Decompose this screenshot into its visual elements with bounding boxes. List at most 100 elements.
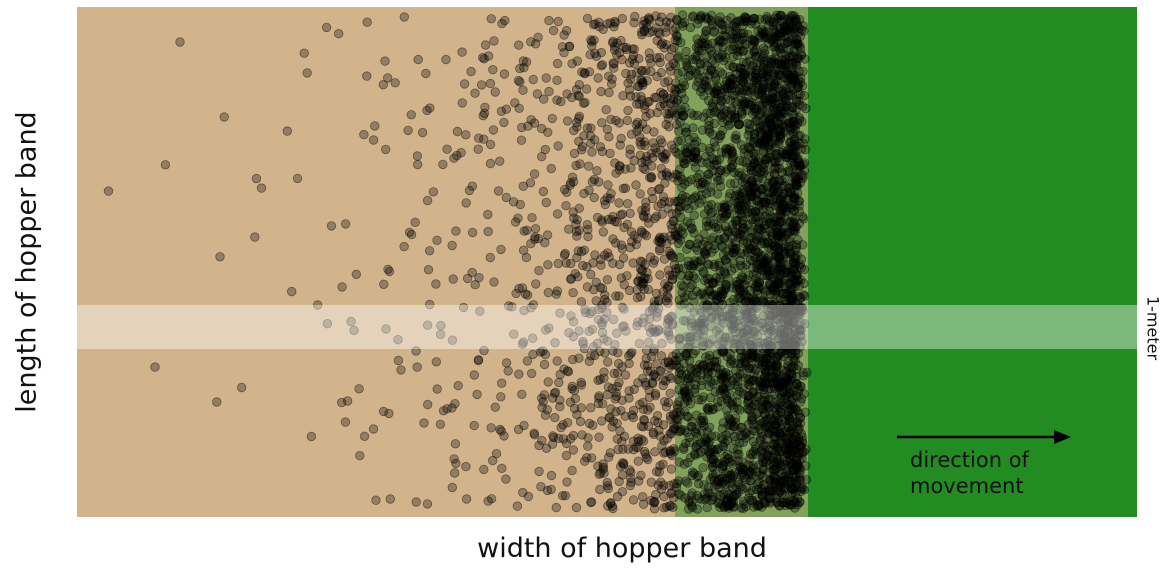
hopper-point bbox=[571, 502, 582, 513]
hopper-point bbox=[342, 396, 353, 406]
hopper-point bbox=[691, 55, 701, 65]
hopper-point bbox=[798, 21, 808, 31]
hopper-point bbox=[603, 357, 613, 367]
hopper-point bbox=[543, 287, 554, 298]
hopper-point bbox=[595, 484, 605, 495]
hopper-point bbox=[759, 382, 769, 392]
hopper-point bbox=[794, 448, 804, 459]
hopper-point bbox=[783, 320, 793, 331]
hopper-point bbox=[646, 173, 657, 183]
hopper-point bbox=[768, 372, 779, 382]
hopper-point bbox=[769, 37, 779, 48]
hopper-point bbox=[709, 107, 720, 118]
hopper-point bbox=[765, 211, 776, 222]
hopper-point bbox=[779, 265, 789, 275]
hopper-point bbox=[616, 210, 626, 220]
hopper-point bbox=[773, 186, 783, 197]
hopper-point bbox=[712, 477, 722, 487]
hopper-point bbox=[681, 192, 691, 202]
hopper-point bbox=[746, 475, 756, 486]
hopper-point bbox=[669, 89, 680, 100]
hopper-point bbox=[461, 130, 471, 140]
hopper-point bbox=[725, 359, 736, 369]
hopper-point bbox=[754, 224, 764, 234]
hopper-point bbox=[788, 128, 799, 139]
hopper-point bbox=[740, 358, 751, 368]
hopper-point bbox=[717, 110, 727, 121]
hopper-point bbox=[609, 59, 619, 69]
hopper-point bbox=[602, 477, 612, 488]
hopper-point bbox=[496, 106, 507, 117]
hopper-point bbox=[712, 349, 722, 360]
hopper-point bbox=[592, 212, 603, 223]
hopper-point bbox=[631, 239, 642, 250]
hopper-point bbox=[673, 51, 683, 61]
hopper-point bbox=[451, 458, 461, 469]
hopper-point bbox=[745, 144, 756, 155]
hopper-point bbox=[702, 81, 712, 91]
hopper-point bbox=[707, 367, 717, 378]
hopper-point bbox=[757, 431, 768, 442]
hopper-point bbox=[681, 332, 691, 342]
hopper-point bbox=[771, 149, 781, 159]
hopper-point bbox=[603, 501, 613, 511]
hopper-point bbox=[775, 328, 786, 338]
hopper-point bbox=[485, 252, 496, 263]
hopper-point bbox=[743, 219, 753, 230]
hopper-point bbox=[775, 318, 785, 328]
hopper-point bbox=[744, 56, 755, 66]
hopper-point bbox=[764, 95, 774, 106]
hopper-point bbox=[697, 360, 708, 371]
hopper-point bbox=[759, 220, 770, 231]
hopper-point bbox=[569, 148, 580, 159]
hopper-point bbox=[746, 85, 757, 95]
hopper-point bbox=[732, 449, 742, 459]
hopper-point bbox=[746, 190, 756, 201]
hopper-point bbox=[778, 335, 789, 345]
hopper-point bbox=[761, 97, 772, 107]
hopper-point bbox=[615, 426, 625, 436]
hopper-point bbox=[761, 118, 771, 128]
hopper-point bbox=[543, 377, 553, 387]
hopper-point bbox=[658, 153, 669, 163]
y-axis-label: length of hopper band bbox=[11, 111, 43, 413]
hopper-point bbox=[644, 96, 654, 107]
hopper-point bbox=[596, 61, 607, 71]
hopper-point bbox=[706, 208, 716, 219]
hopper-point bbox=[571, 160, 581, 171]
hopper-point bbox=[795, 412, 806, 423]
hopper-point bbox=[486, 14, 497, 24]
hopper-point bbox=[774, 139, 784, 149]
hopper-point bbox=[727, 163, 737, 173]
hopper-point bbox=[759, 357, 770, 368]
hopper-point bbox=[685, 22, 696, 33]
hopper-point bbox=[781, 497, 792, 507]
hopper-point bbox=[759, 496, 769, 507]
hopper-point bbox=[687, 502, 698, 513]
hopper-point bbox=[792, 380, 802, 390]
hopper-point bbox=[653, 201, 663, 212]
hopper-point bbox=[674, 83, 685, 94]
hopper-point bbox=[597, 399, 608, 409]
hopper-point bbox=[748, 255, 758, 266]
hopper-point bbox=[747, 154, 758, 165]
hopper-point bbox=[734, 449, 744, 459]
hopper-point bbox=[768, 21, 778, 31]
hopper-point bbox=[656, 198, 667, 209]
hopper-point bbox=[566, 258, 576, 269]
hopper-point bbox=[340, 219, 351, 229]
hopper-point bbox=[643, 405, 653, 415]
hopper-point bbox=[770, 53, 780, 63]
hopper-point bbox=[604, 87, 614, 98]
hopper-point bbox=[782, 187, 793, 197]
hopper-point bbox=[646, 58, 656, 68]
hopper-point bbox=[682, 351, 692, 361]
hopper-point bbox=[748, 420, 758, 430]
hopper-point bbox=[544, 86, 554, 97]
hopper-point bbox=[526, 238, 536, 249]
hopper-point bbox=[715, 34, 726, 45]
hopper-point bbox=[302, 68, 312, 78]
hopper-point bbox=[747, 347, 757, 357]
hopper-point bbox=[560, 248, 570, 259]
hopper-point bbox=[669, 26, 679, 36]
